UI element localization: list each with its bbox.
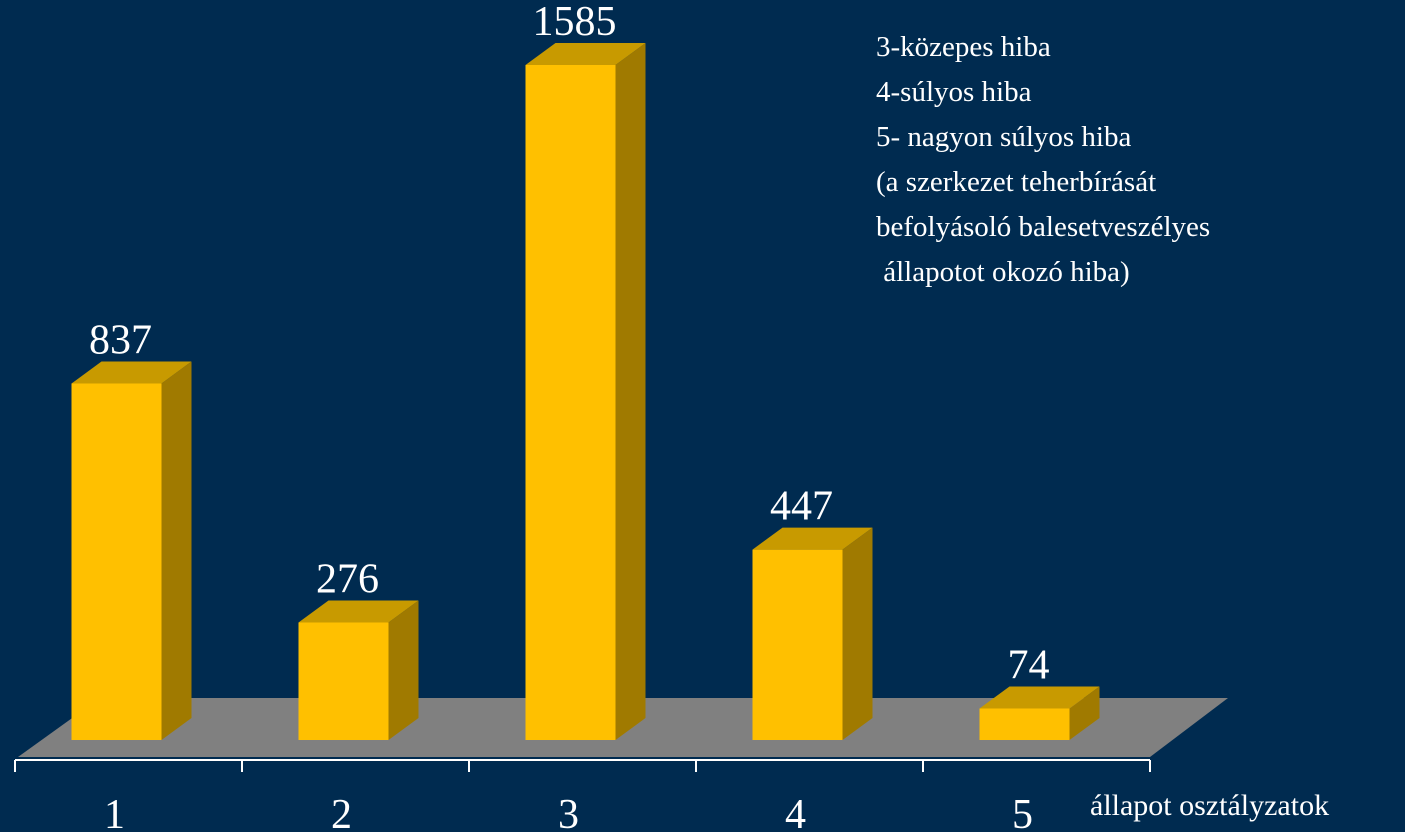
x-tick-label: 2 — [331, 792, 352, 832]
value-label: 74 — [1008, 642, 1050, 688]
annotation: (a szerkezet teherbírását — [876, 166, 1156, 198]
bar — [752, 527, 873, 740]
annotation: 5- nagyon súlyos hiba — [876, 121, 1131, 153]
value-label: 1585 — [533, 0, 617, 45]
bar-face — [752, 527, 873, 550]
x-tick-label: 5 — [1012, 792, 1033, 832]
value-label: 276 — [316, 556, 379, 602]
bar-face — [525, 65, 616, 740]
bar-face — [1069, 686, 1100, 740]
bar-face — [298, 600, 419, 623]
bar — [71, 361, 192, 740]
value-label: 447 — [770, 484, 833, 530]
bar — [525, 43, 646, 740]
annotation: 3-közepes hiba — [876, 31, 1051, 63]
bar-face — [71, 361, 192, 384]
bar-face — [388, 600, 419, 740]
annotation: 4-súlyos hiba — [876, 76, 1032, 108]
bar-face — [752, 549, 843, 740]
x-tick-label: 3 — [558, 792, 579, 832]
x-axis-label: állapot osztályzatok — [1090, 789, 1329, 822]
bar-face — [615, 43, 646, 740]
bar-face — [979, 708, 1070, 740]
bar-face — [979, 686, 1100, 709]
bar — [298, 600, 419, 740]
bar-face — [71, 383, 162, 740]
bar-face — [161, 361, 192, 740]
bar — [979, 686, 1100, 740]
x-tick-label: 1 — [104, 792, 125, 832]
annotation: állapotot okozó hiba) — [876, 256, 1130, 288]
bar-face — [298, 622, 389, 740]
x-tick-label: 4 — [785, 792, 806, 832]
bar-face — [525, 43, 646, 65]
value-label: 837 — [89, 318, 152, 364]
annotation: befolyásoló balesetveszélyes — [876, 211, 1210, 243]
bar-face — [842, 527, 873, 740]
